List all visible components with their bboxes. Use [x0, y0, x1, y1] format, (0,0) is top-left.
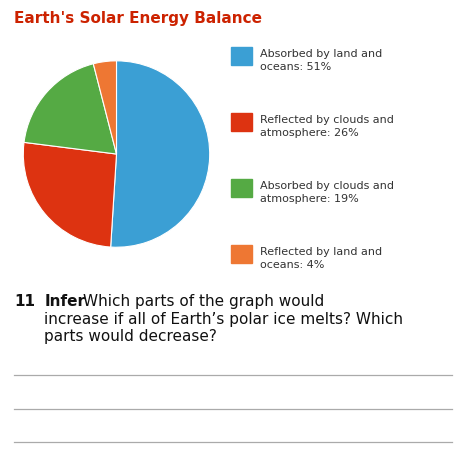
- Wedge shape: [110, 62, 210, 248]
- Wedge shape: [93, 62, 116, 155]
- Text: Which parts of the graph would
increase if all of Earth’s polar ice melts? Which: Which parts of the graph would increase …: [44, 293, 403, 343]
- Wedge shape: [23, 143, 116, 248]
- Text: Reflected by land and
oceans: 4%: Reflected by land and oceans: 4%: [260, 247, 382, 270]
- Text: Reflected by clouds and
atmosphere: 26%: Reflected by clouds and atmosphere: 26%: [260, 115, 394, 138]
- Text: 11: 11: [14, 293, 35, 308]
- Text: Absorbed by land and
oceans: 51%: Absorbed by land and oceans: 51%: [260, 49, 382, 72]
- Text: Earth's Solar Energy Balance: Earth's Solar Energy Balance: [14, 11, 262, 26]
- Text: Absorbed by clouds and
atmosphere: 19%: Absorbed by clouds and atmosphere: 19%: [260, 181, 394, 204]
- Wedge shape: [24, 65, 116, 155]
- Text: Infer: Infer: [44, 293, 85, 308]
